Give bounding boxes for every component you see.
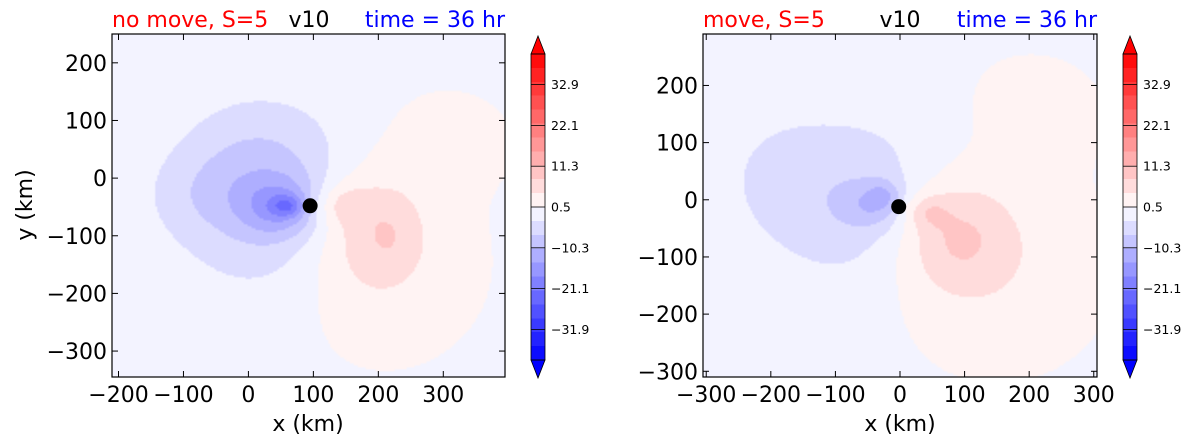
x-tick-label: 300	[1073, 383, 1115, 408]
colorbar-tick-label: −10.3	[551, 240, 589, 255]
colorbar-tick-label: −21.1	[551, 281, 589, 296]
colorbar-tick-label: 0.5	[551, 200, 571, 215]
colorbar-tick-label: 32.9	[551, 77, 579, 92]
y-axis-label: y (km)	[13, 169, 38, 240]
panel-title-time: time = 36 hr	[957, 8, 1098, 33]
colorbar-extend-bottom	[530, 359, 546, 380]
panel-move: move, S=5 v10 time = 36 hr −300 −200 −100 0…	[638, 8, 1182, 437]
y-tick-label: 0	[684, 189, 698, 214]
panel-no-move: no move, S=5 v10 time = 36 hr −200 −100 0 1…	[13, 8, 589, 437]
y-tick-label: 100	[65, 109, 107, 134]
axis-ticks: −300 −200 −100 0 100 200 300−300−200−100010020…	[638, 34, 1115, 408]
x-tick-label: −100	[805, 383, 865, 408]
panel-title-time: time = 36 hr	[365, 8, 506, 33]
colorbar-tick-label: 11.3	[551, 159, 579, 174]
storm-center-marker	[302, 198, 318, 214]
colorbar-tick-label: −31.9	[1143, 322, 1181, 337]
x-tick-label: −300	[676, 383, 736, 408]
colorbar-ticks: −31.9 −21.1 −10.3 0.5 11.3 22.1 32.9	[531, 77, 589, 337]
colorbar-tick-label: 22.1	[551, 118, 579, 133]
x-tick-label: 200	[357, 383, 399, 408]
y-tick-label: 100	[656, 132, 698, 157]
colorbar-tick-label: 0.5	[1143, 200, 1163, 215]
x-axis-label: x (km)	[272, 412, 343, 437]
x-tick-label: −200	[88, 383, 148, 408]
colorbar-extend-top	[1122, 34, 1138, 55]
y-tick-label: −300	[638, 360, 698, 385]
x-axis-label: x (km)	[864, 412, 935, 437]
y-tick-label: 200	[656, 74, 698, 99]
colorbar-tick-label: −31.9	[551, 322, 589, 337]
y-tick-label: −200	[638, 303, 698, 328]
plot-frame	[111, 33, 506, 378]
colorbar: −31.9 −21.1 −10.3 0.5 11.3 22.1 32.9	[530, 34, 589, 380]
colorbar: −31.9 −21.1 −10.3 0.5 11.3 22.1 32.9	[1122, 34, 1181, 380]
x-tick-label: −200	[741, 383, 801, 408]
storm-center-marker	[891, 199, 907, 215]
x-tick-label: 200	[1008, 383, 1050, 408]
colorbar-tick-label: −21.1	[1143, 281, 1181, 296]
colorbar-extend-bottom	[1122, 359, 1138, 380]
x-tick-label: 0	[241, 383, 255, 408]
y-tick-label: 0	[93, 167, 107, 192]
x-tick-label: 100	[944, 383, 986, 408]
colorbar-extend-top	[530, 34, 546, 55]
y-tick-label: 200	[65, 52, 107, 77]
x-tick-label: 300	[422, 383, 464, 408]
x-tick-label: 0	[893, 383, 907, 408]
panel-title-left: move, S=5	[703, 8, 825, 33]
y-tick-label: −300	[47, 340, 107, 365]
panel-title-variable: v10	[288, 8, 329, 33]
x-tick-label: −100	[153, 383, 213, 408]
colorbar-tick-label: 11.3	[1143, 159, 1171, 174]
colorbar-tick-label: 32.9	[1143, 77, 1171, 92]
y-tick-label: −200	[47, 282, 107, 307]
panel-title-variable: v10	[879, 8, 920, 33]
colorbar-tick-label: −10.3	[1143, 240, 1181, 255]
colorbar-tick-label: 22.1	[1143, 118, 1171, 133]
panel-title-left: no move, S=5	[112, 8, 268, 33]
y-tick-label: −100	[638, 246, 698, 271]
y-tick-label: −100	[47, 225, 107, 250]
colorbar-ticks: −31.9 −21.1 −10.3 0.5 11.3 22.1 32.9	[1123, 77, 1181, 337]
x-tick-label: 100	[292, 383, 334, 408]
